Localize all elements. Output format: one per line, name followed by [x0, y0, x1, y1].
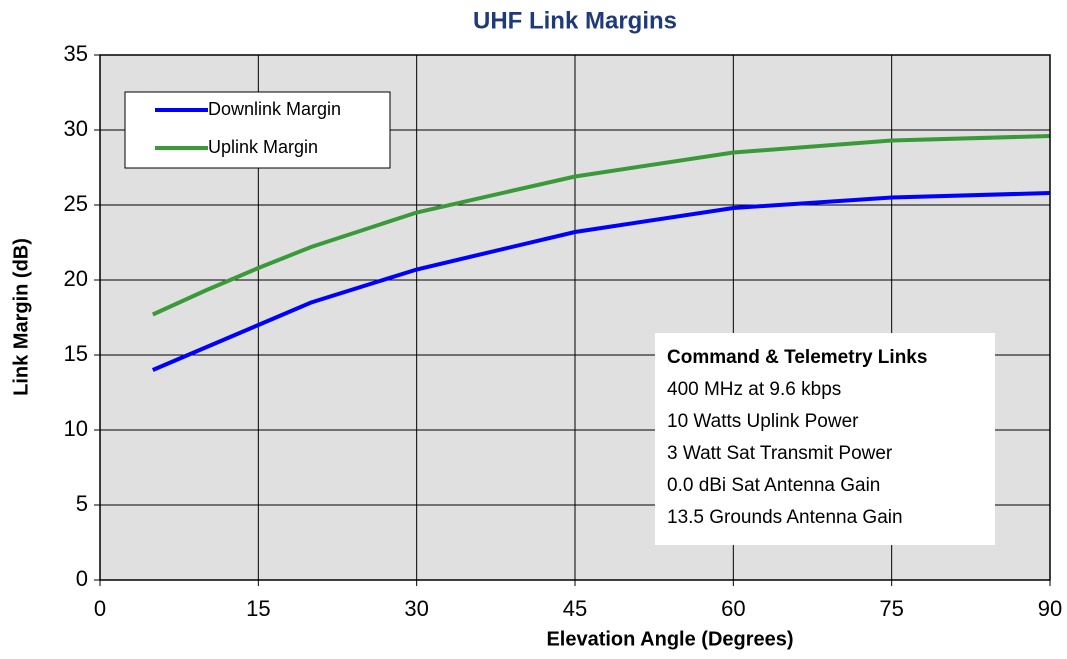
x-axis-label: Elevation Angle (Degrees): [546, 628, 793, 650]
y-tick-label: 5: [76, 491, 88, 516]
y-tick-label: 20: [64, 266, 88, 291]
lines: [151, 134, 1051, 372]
x-tick-label: 0: [94, 596, 106, 621]
legend-box: [124, 91, 391, 169]
y-tick-label: 10: [64, 416, 88, 441]
x-tick-label: 15: [246, 596, 270, 621]
annotation-line: 400 MHz at 9.6 kbps: [667, 379, 841, 400]
annotation-line: 13.5 Grounds Antenna Gain: [667, 507, 903, 528]
y-tick-label: 0: [76, 566, 88, 591]
annotation-line: 3 Watt Sat Transmit Power: [667, 443, 893, 464]
annotation-line: 10 Watts Uplink Power: [667, 411, 859, 432]
x-tick-label: 60: [721, 596, 745, 621]
y-tick-label: 25: [64, 191, 88, 216]
series-line: [151, 134, 1051, 317]
plot-frame: [99, 54, 1051, 581]
x-tick-label: 45: [563, 596, 587, 621]
x-tick-label: 75: [879, 596, 903, 621]
annotation-line: 0.0 dBi Sat Antenna Gain: [667, 475, 880, 496]
annotation-box: [655, 333, 995, 545]
x-tick-label: 30: [404, 596, 428, 621]
y-tick-label: 30: [64, 116, 88, 141]
x-tick-label: 90: [1038, 596, 1062, 621]
y-tick-label: 35: [64, 41, 88, 66]
series-line: [151, 191, 1051, 372]
annotation-title: Command & Telemetry Links: [667, 347, 927, 368]
legend-label: Downlink Margin: [208, 99, 341, 119]
annotation: Command & Telemetry Links 400 MHz at 9.6 …: [667, 347, 927, 528]
legend: Downlink Margin Uplink Margin: [155, 99, 341, 157]
legend-label: Uplink Margin: [208, 137, 318, 157]
y-tick-label: 15: [64, 341, 88, 366]
y-axis-label: Link Margin (dB): [10, 238, 32, 396]
chart-title: UHF Link Margins: [473, 7, 677, 34]
